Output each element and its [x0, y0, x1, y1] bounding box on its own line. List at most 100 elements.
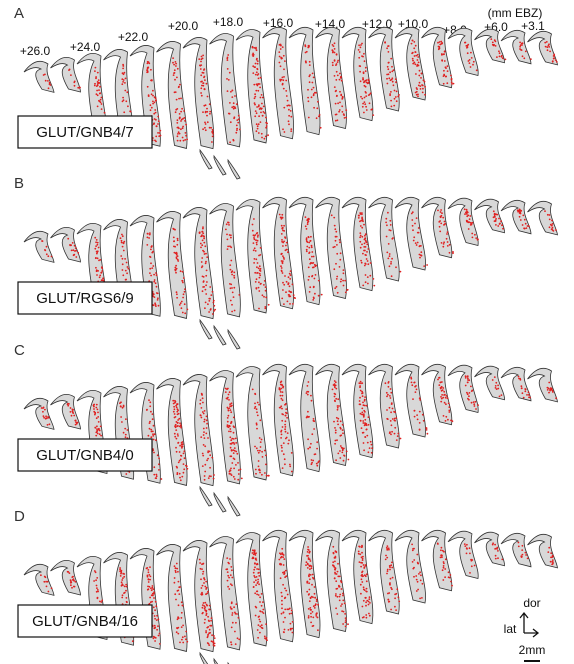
- signal-dot: [528, 391, 530, 393]
- signal-dot: [280, 384, 282, 386]
- signal-dot: [206, 115, 208, 117]
- signal-dot: [203, 235, 205, 237]
- signal-dot: [309, 568, 311, 570]
- signal-dot: [439, 44, 441, 46]
- signal-dot: [313, 87, 315, 89]
- signal-dot: [361, 578, 363, 580]
- signal-dot: [234, 478, 236, 480]
- signal-dot: [48, 591, 50, 593]
- signal-dot: [467, 52, 469, 54]
- signal-dot: [363, 404, 365, 406]
- signal-dot: [359, 51, 361, 53]
- signal-dot: [495, 220, 497, 222]
- signal-dot: [97, 106, 99, 108]
- signal-dot: [466, 215, 468, 217]
- signal-dot: [258, 452, 260, 454]
- signal-dot: [288, 439, 290, 441]
- signal-dot: [147, 67, 149, 69]
- signal-dot: [394, 420, 396, 422]
- signal-dot: [522, 545, 524, 547]
- section: [263, 364, 294, 475]
- signal-dot: [99, 86, 101, 88]
- signal-dot: [208, 609, 210, 611]
- signal-dot: [416, 554, 418, 556]
- signal-dot: [386, 236, 388, 238]
- signal-dot: [154, 140, 156, 142]
- signal-dot: [255, 74, 257, 76]
- section: [157, 378, 188, 485]
- signal-dot: [186, 139, 188, 141]
- signal-dot: [120, 575, 122, 577]
- signal-dot: [371, 108, 373, 110]
- fragment: [228, 160, 240, 179]
- signal-dot: [153, 474, 155, 476]
- signal-dot: [443, 565, 445, 567]
- signal-dot: [426, 429, 428, 431]
- signal-dot: [180, 427, 182, 429]
- signal-dot: [265, 122, 267, 124]
- signal-dot: [331, 214, 333, 216]
- signal-dot: [202, 55, 204, 57]
- signal-dot: [306, 237, 308, 239]
- signal-dot: [268, 304, 270, 306]
- signal-dot: [154, 618, 156, 620]
- signal-dot: [120, 401, 122, 403]
- signal-dot: [45, 415, 47, 417]
- signal-dot: [362, 392, 364, 394]
- signal-dot: [231, 106, 233, 108]
- signal-dot: [282, 245, 284, 247]
- signal-dot: [257, 125, 259, 127]
- signal-dot: [364, 436, 366, 438]
- signal-dot: [556, 61, 558, 63]
- signal-dot: [120, 571, 122, 573]
- signal-dot: [336, 278, 338, 280]
- signal-dot: [442, 217, 444, 219]
- signal-dot: [279, 56, 281, 58]
- section: [316, 27, 347, 128]
- signal-dot: [394, 90, 396, 92]
- signal-dot: [98, 89, 100, 91]
- signal-dot: [283, 558, 285, 560]
- signal-dot: [98, 247, 100, 249]
- signal-dot: [292, 284, 294, 286]
- signal-dot: [182, 282, 184, 284]
- signal-dot: [387, 68, 389, 70]
- signal-dot: [444, 402, 446, 404]
- signal-dot: [280, 395, 282, 397]
- signal-dot: [123, 99, 125, 101]
- signal-dot: [416, 244, 418, 246]
- signal-dot: [97, 412, 99, 414]
- signal-dot: [175, 426, 177, 428]
- signal-dot: [337, 409, 339, 411]
- signal-dot: [256, 568, 258, 570]
- signal-dot: [367, 276, 369, 278]
- signal-dot: [358, 551, 360, 553]
- panel-label: GLUT/RGS6/9: [36, 290, 134, 307]
- signal-dot: [286, 249, 288, 251]
- signal-dot: [283, 55, 285, 57]
- signal-dot: [120, 255, 122, 257]
- signal-dot: [551, 225, 553, 227]
- signal-dot: [175, 265, 177, 267]
- signal-dot: [448, 411, 450, 413]
- signal-dot: [450, 420, 452, 422]
- signal-dot: [234, 95, 236, 97]
- signal-dot: [443, 563, 445, 565]
- signal-dot: [207, 96, 209, 98]
- signal-dot: [253, 581, 255, 583]
- signal-dot: [389, 253, 391, 255]
- signal-dot: [416, 91, 418, 93]
- signal-dot: [398, 94, 400, 96]
- signal-dot: [157, 116, 159, 118]
- signal-dot: [199, 562, 201, 564]
- signal-dot: [182, 297, 184, 299]
- signal-dot: [466, 45, 468, 47]
- signal-dot: [252, 224, 254, 226]
- signal-dot: [278, 51, 280, 53]
- signal-dot: [228, 394, 230, 396]
- signal-dot: [182, 625, 184, 627]
- signal-dot: [198, 58, 200, 60]
- section: [369, 364, 400, 448]
- signal-dot: [308, 220, 310, 222]
- signal-dot: [365, 106, 367, 108]
